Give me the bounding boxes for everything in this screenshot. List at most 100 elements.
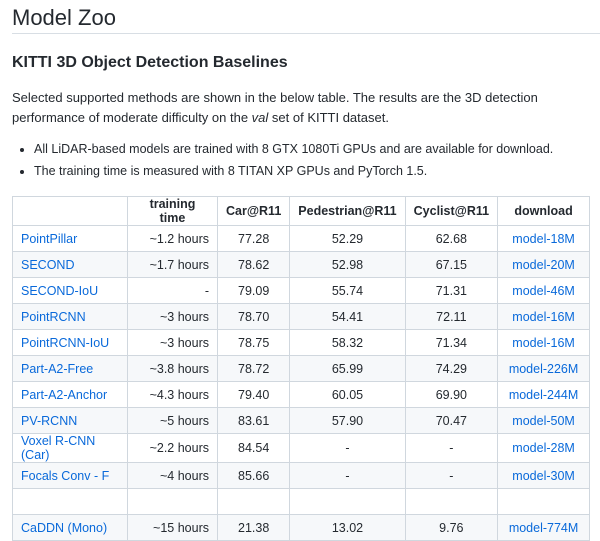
cyclist-score-cell: - [404, 462, 499, 489]
cyclist-score-cell: 9.76 [404, 514, 499, 541]
intro-text-after: set of KITTI dataset. [268, 110, 389, 125]
intro-emphasis: val [251, 110, 269, 125]
pedestrian-score-cell: 60.05 [289, 381, 406, 408]
table-row: PointRCNN-IoU ~3 hours 78.75 58.32 71.34 mode… [12, 329, 591, 356]
car-score-cell: 78.70 [216, 303, 291, 330]
page-title: Model Zoo [12, 0, 600, 34]
download-link[interactable]: model-226M [497, 355, 591, 382]
table-row: Voxel R-CNN (Car) ~2.2 hours 84.54- - model-… [12, 433, 591, 463]
training-time-cell: ~15 hours [127, 514, 218, 541]
cyclist-score-cell: 67.15 [404, 251, 499, 278]
cyclist-score-cell: 70.47 [404, 407, 499, 434]
cyclist-score-cell: 71.34 [404, 329, 499, 356]
section-title: KITTI 3D Object Detection Baselines [12, 54, 288, 71]
pedestrian-score-cell: 13.02 [289, 514, 406, 541]
table-header-row: training time Car@R11 Pedestrian@R11 Cyc… [12, 196, 591, 226]
cyclist-score-cell: 71.31 [404, 277, 499, 304]
training-time-cell: ~3.8 hours [127, 355, 218, 382]
pedestrian-score-cell: 65.99 [289, 355, 406, 382]
cyclist-score-cell: 74.29 [404, 355, 499, 382]
download-link[interactable]: model-50M [497, 407, 591, 434]
training-time-cell: ~1.7 hours [127, 251, 218, 278]
car-score-cell: 78.62 [216, 251, 291, 278]
table-row: PointPillar ~1.2 hours 77.28 52.29 62.68 mode… [12, 225, 591, 252]
method-link[interactable]: Part-A2-Anchor [12, 381, 128, 408]
method-link[interactable]: PV-RCNN [12, 407, 128, 434]
table-row: Part-A2-Free ~3.8 hours 78.72 65.99 74.29 mod… [12, 355, 591, 382]
cyclist-score-cell [404, 488, 499, 515]
download-link [497, 488, 591, 515]
download-link[interactable]: model-30M [497, 462, 591, 489]
table-row: Part-A2-Anchor ~4.3 hours 79.40 60.05 69.90 m… [12, 381, 591, 408]
header-method [12, 196, 128, 226]
pedestrian-score-cell: 58.32 [289, 329, 406, 356]
car-score-cell [216, 488, 291, 515]
method-link [12, 488, 128, 515]
method-link[interactable]: PointRCNN-IoU [12, 329, 128, 356]
method-link[interactable]: CaDDN (Mono) [12, 514, 128, 541]
download-link[interactable]: model-244M [497, 381, 591, 408]
method-link[interactable]: Focals Conv - F [12, 462, 128, 489]
pedestrian-score-cell: 57.90 [289, 407, 406, 434]
method-link[interactable]: SECOND-IoU [12, 277, 128, 304]
table-row: SECOND-IoU -79.09 55.74 71.31 model-46M [12, 277, 591, 304]
car-score-cell: 84.54 [216, 433, 291, 463]
download-link[interactable]: model-16M [497, 303, 591, 330]
download-link[interactable]: model-20M [497, 251, 591, 278]
car-score-cell: 21.38 [216, 514, 291, 541]
download-link[interactable]: model-16M [497, 329, 591, 356]
car-score-cell: 79.09 [216, 277, 291, 304]
header-car: Car@R11 [216, 196, 291, 226]
training-time-cell: ~1.2 hours [127, 225, 218, 252]
header-training-time: training time [127, 196, 218, 226]
car-score-cell: 79.40 [216, 381, 291, 408]
intro-paragraph: Selected supported methods are shown in … [12, 88, 582, 128]
table-body: PointPillar ~1.2 hours 77.28 52.29 62.68 mode… [12, 225, 591, 541]
pedestrian-score-cell: - [289, 433, 406, 463]
training-time-cell: ~3 hours [127, 303, 218, 330]
car-score-cell: 85.66 [216, 462, 291, 489]
download-link[interactable]: model-18M [497, 225, 591, 252]
car-score-cell: 77.28 [216, 225, 291, 252]
cyclist-score-cell: 72.11 [404, 303, 499, 330]
cyclist-score-cell: 69.90 [404, 381, 499, 408]
header-cyclist: Cyclist@R11 [404, 196, 499, 226]
note-item: All LiDAR-based models are trained with … [34, 138, 600, 160]
note-item: The training time is measured with 8 TIT… [34, 160, 600, 182]
download-link[interactable]: model-28M [497, 433, 591, 463]
notes-list: All LiDAR-based models are trained with … [12, 138, 600, 182]
cyclist-score-cell: - [404, 433, 499, 463]
car-score-cell: 78.75 [216, 329, 291, 356]
training-time-cell: ~4 hours [127, 462, 218, 489]
download-link[interactable]: model-46M [497, 277, 591, 304]
pedestrian-score-cell: 55.74 [289, 277, 406, 304]
cyclist-score-cell: 62.68 [404, 225, 499, 252]
pedestrian-score-cell [289, 488, 406, 515]
download-link[interactable]: model-774M [497, 514, 591, 541]
table-row: CaDDN (Mono) ~15 hours 21.38 13.02 9.76 model… [12, 514, 591, 541]
training-time-cell: ~3 hours [127, 329, 218, 356]
table-row: PointRCNN ~3 hours 78.70 54.41 72.11 model-16… [12, 303, 591, 330]
method-link[interactable]: Part-A2-Free [12, 355, 128, 382]
pedestrian-score-cell: 54.41 [289, 303, 406, 330]
baselines-table: training time Car@R11 Pedestrian@R11 Cyc… [12, 196, 591, 541]
car-score-cell: 83.61 [216, 407, 291, 434]
method-link[interactable]: Voxel R-CNN (Car) [12, 433, 128, 463]
training-time-cell: ~4.3 hours [127, 381, 218, 408]
intro-text-before: Selected supported methods are shown in … [12, 90, 538, 125]
training-time-cell: ~5 hours [127, 407, 218, 434]
readme-page: Model Zoo KITTI 3D Object Detection Base… [0, 0, 600, 518]
training-time-cell: - [127, 277, 218, 304]
method-link[interactable]: SECOND [12, 251, 128, 278]
pedestrian-score-cell: - [289, 462, 406, 489]
table-row: SECOND ~1.7 hours 78.62 52.98 67.15 model-20M [12, 251, 591, 278]
method-link[interactable]: PointPillar [12, 225, 128, 252]
training-time-cell: ~2.2 hours [127, 433, 218, 463]
table-row [12, 488, 591, 515]
table-row: Focals Conv - F ~4 hours 85.66- - model-30M [12, 462, 591, 489]
method-link[interactable]: PointRCNN [12, 303, 128, 330]
pedestrian-score-cell: 52.29 [289, 225, 406, 252]
pedestrian-score-cell: 52.98 [289, 251, 406, 278]
table-row: PV-RCNN ~5 hours 83.61 57.90 70.47 model-50M [12, 407, 591, 434]
car-score-cell: 78.72 [216, 355, 291, 382]
